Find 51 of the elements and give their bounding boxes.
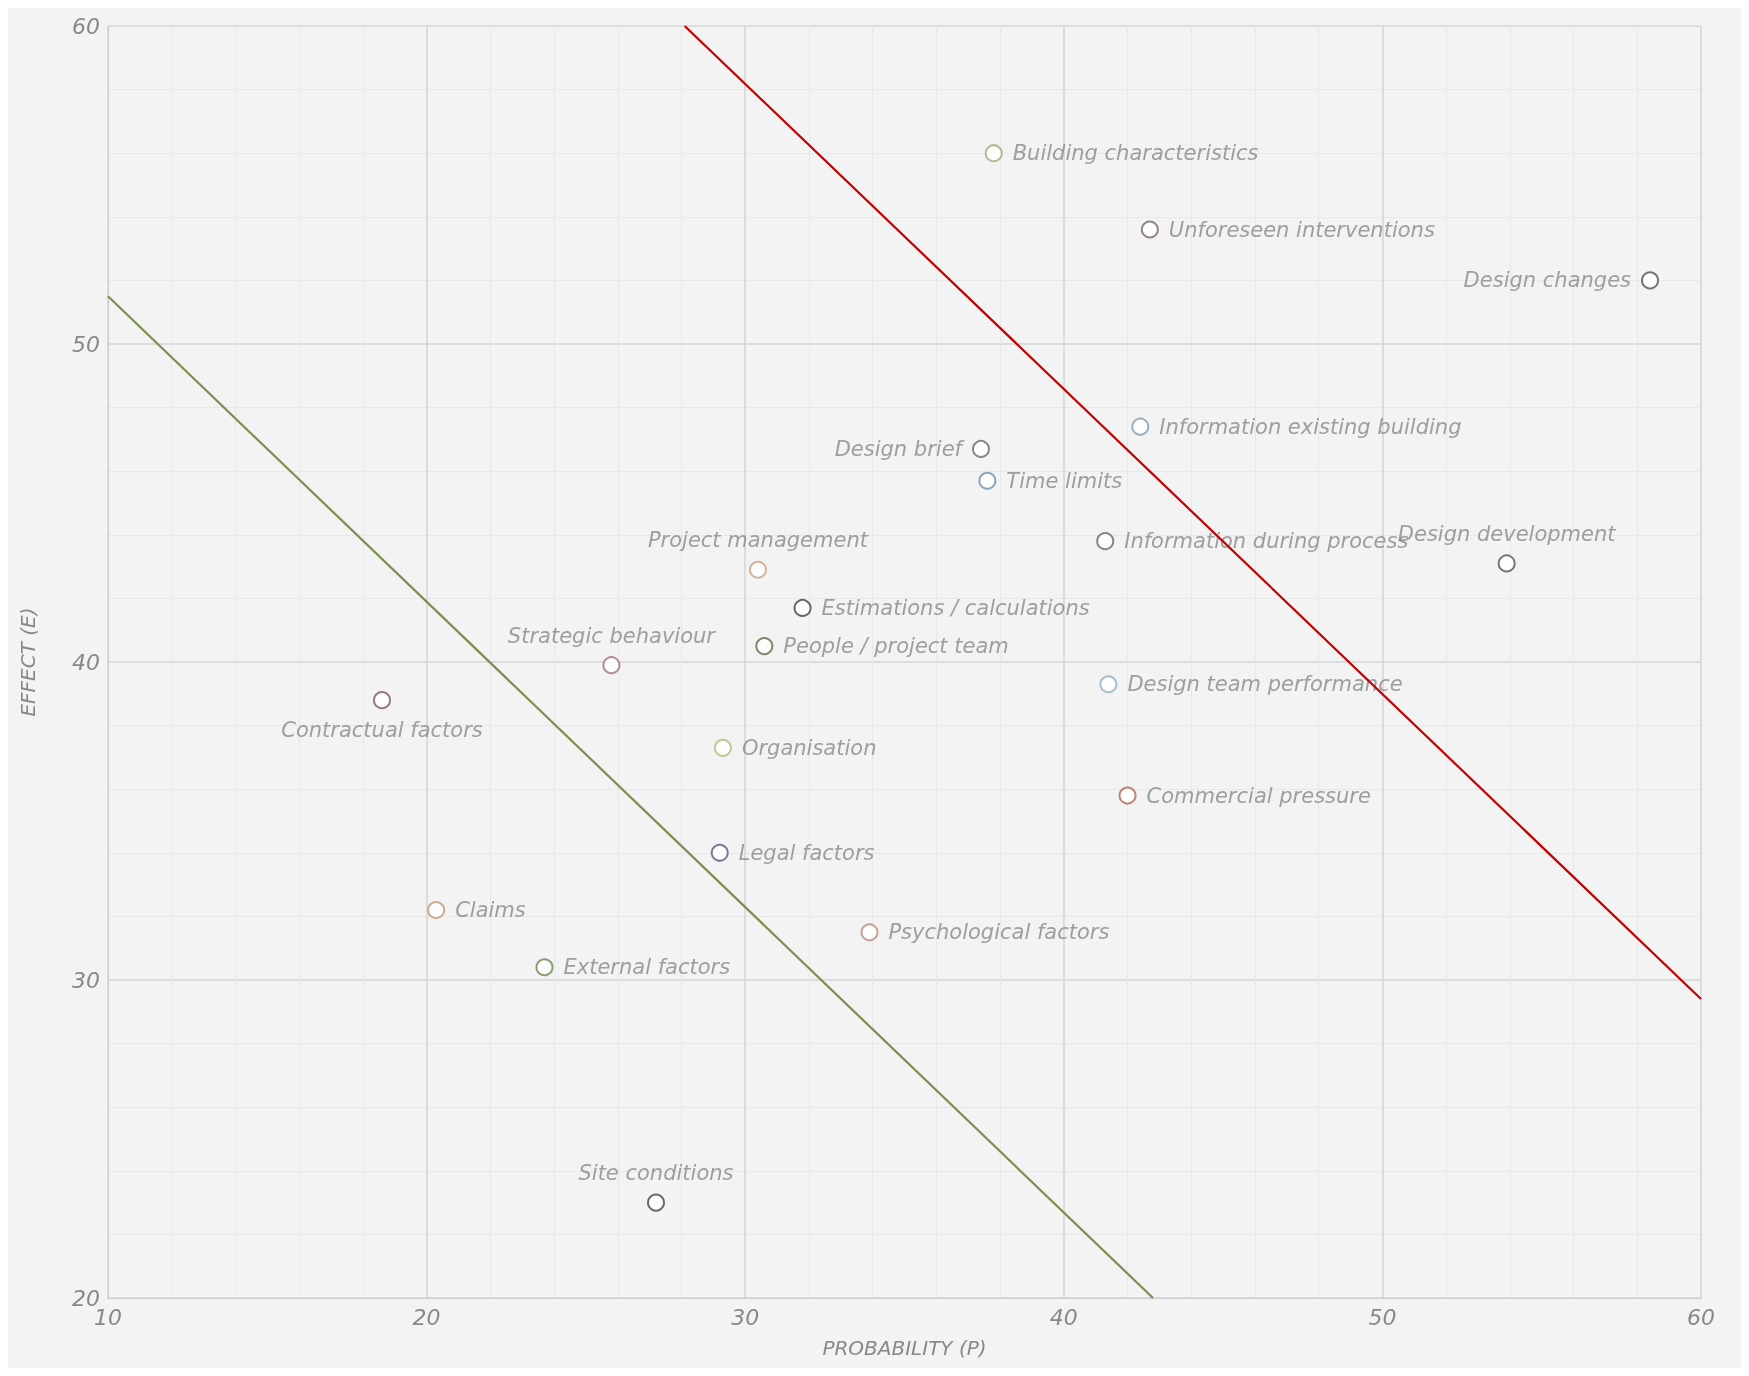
x-tick-label: 30 [731, 1304, 760, 1330]
series-label: Commercial pressure [1146, 783, 1371, 808]
x-tick-label: 20 [412, 1304, 441, 1330]
point [602, 656, 621, 675]
y-tick-label: 30 [72, 967, 100, 993]
y-tick-label: 60 [72, 13, 100, 39]
point [373, 691, 391, 710]
x-tick-label: 10 [94, 1304, 122, 1330]
series-label: Estimations / calculations [821, 595, 1090, 620]
y-tick-label: 40 [72, 649, 100, 675]
point [1497, 554, 1516, 573]
x-tick-label: 60 [1687, 1304, 1715, 1330]
point [1118, 786, 1137, 805]
series-label: Contractual factors [281, 717, 483, 742]
series-label: Unforeseen interventions [1168, 217, 1435, 242]
point [535, 958, 554, 977]
series-label: Organisation [741, 735, 877, 760]
point [710, 843, 729, 862]
point [427, 901, 446, 920]
series-label: Design brief [834, 436, 966, 461]
series-label: External factors [563, 955, 731, 980]
point [1140, 220, 1159, 239]
series-label: Claims [455, 898, 526, 923]
point [647, 1193, 665, 1212]
series-label: Time limits [1006, 468, 1123, 493]
point [1099, 675, 1118, 694]
point [860, 923, 879, 942]
series-label: Site conditions [578, 1161, 734, 1186]
series-label: People / project team [783, 634, 1009, 659]
x-axis-title: PROBABILITY (P) [822, 1336, 987, 1360]
x-tick-label: 40 [1049, 1304, 1078, 1330]
point [971, 439, 990, 458]
y-tick-label: 50 [72, 331, 100, 357]
series-label: Strategic behaviour [507, 623, 717, 648]
series-label: Building characteristics [1012, 141, 1259, 166]
point [1096, 532, 1115, 551]
series-label: Psychological factors [888, 920, 1110, 945]
point [793, 598, 812, 617]
point [755, 637, 774, 656]
series-label: Project management [647, 528, 869, 553]
point [748, 560, 767, 579]
point [978, 471, 997, 490]
series-label: Design changes [1463, 268, 1632, 293]
point [984, 144, 1003, 163]
series-label: Information existing building [1159, 414, 1462, 439]
y-axis-title: EFFECT (E) [16, 607, 40, 717]
point [1131, 417, 1150, 436]
point [1641, 271, 1660, 290]
point [713, 738, 732, 757]
x-tick-label: 50 [1368, 1304, 1397, 1330]
series-label: Legal factors [738, 840, 875, 865]
